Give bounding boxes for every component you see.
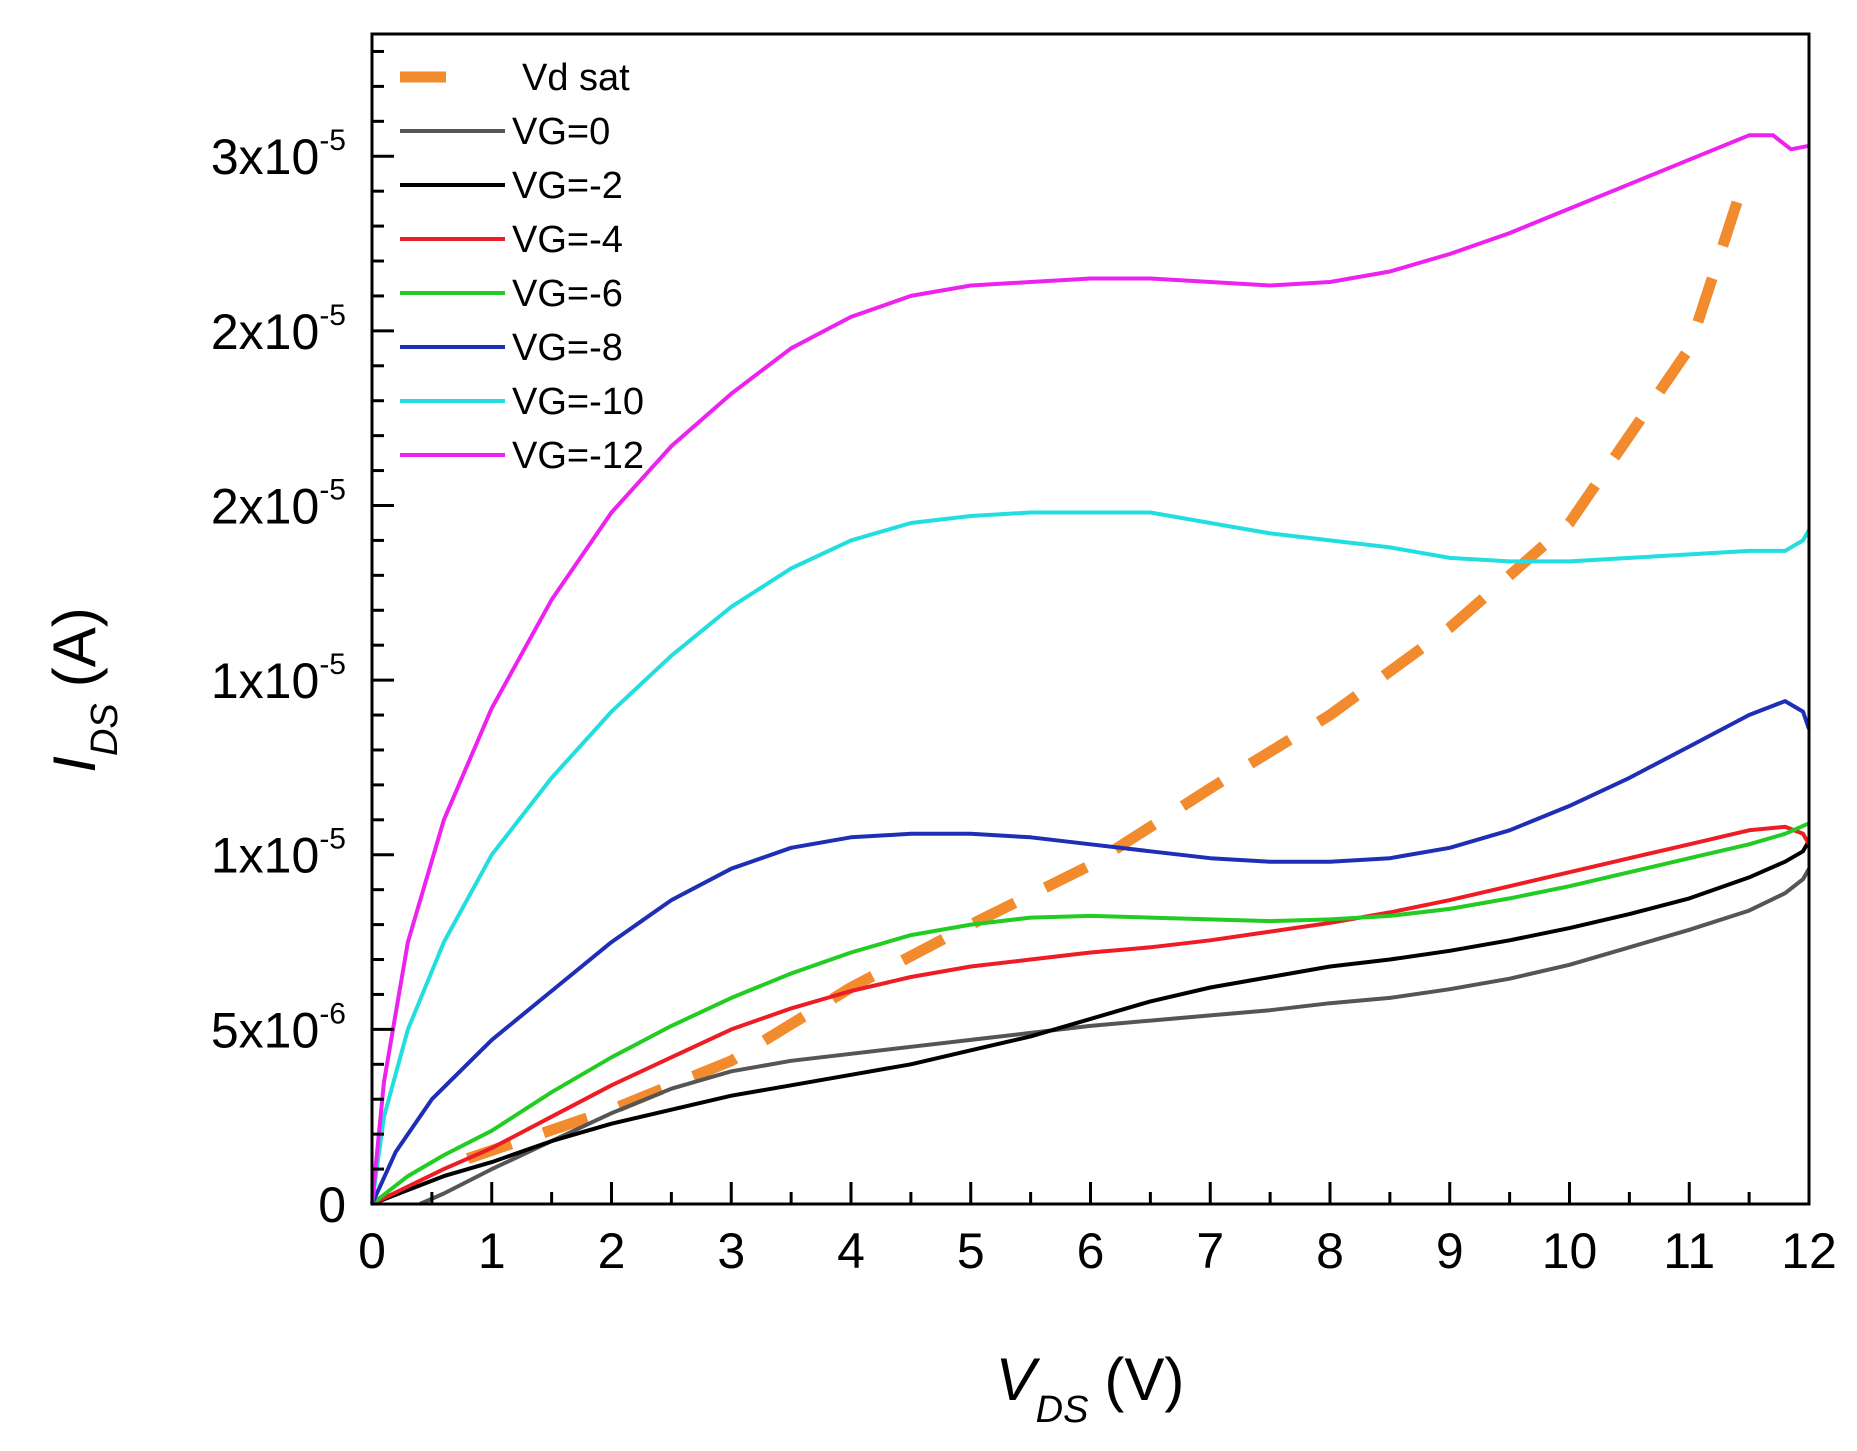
series-line-vg-10 xyxy=(370,510,1811,1205)
series-line-vg-6 xyxy=(370,821,1810,1206)
y-tick-label: 1x10-5 xyxy=(211,648,346,709)
series-line-vg-2 xyxy=(371,839,1811,1206)
y-tick-label: 2x10-5 xyxy=(211,299,346,360)
x-tick-label: 9 xyxy=(1436,1223,1464,1279)
legend: Vd sat VG=0 VG=-2 VG=-4 VG=-6 VG=-8 VG=-10 VG=-… xyxy=(400,57,644,477)
x-axis-title-subscript: DS xyxy=(1036,1389,1089,1431)
x-tick-label: 0 xyxy=(358,1223,386,1279)
x-axis-title-unit: (V) xyxy=(1104,1346,1184,1413)
y-axis-title-unit: (A) xyxy=(41,607,108,687)
y-tick-label: 5x10-6 xyxy=(211,997,346,1058)
legend-label-vg-6: VG=-6 xyxy=(512,273,623,315)
x-tick-label: 7 xyxy=(1196,1223,1224,1279)
legend-label-vg-10: VG=-10 xyxy=(512,381,644,423)
x-tick-label: 12 xyxy=(1781,1223,1837,1279)
y-axis-title: IDS (A) xyxy=(41,607,126,772)
x-tick-label: 3 xyxy=(717,1223,745,1279)
x-axis-title-main: V xyxy=(996,1346,1041,1413)
series-line-vg-8 xyxy=(370,699,1811,1205)
y-axis-title-main: I xyxy=(41,756,108,773)
legend-label-vg-2: VG=-2 xyxy=(512,165,623,207)
series-layer xyxy=(370,133,1811,1206)
legend-label-vg-0: VG=0 xyxy=(512,111,610,153)
series-line-vg-12 xyxy=(370,133,1810,1205)
y-axis-title-subscript: DS xyxy=(84,703,126,756)
legend-label-vg-8: VG=-8 xyxy=(512,327,623,369)
x-tick-label: 1 xyxy=(478,1223,506,1279)
y-tick-label: 2x10-5 xyxy=(211,473,346,534)
x-tick-label: 4 xyxy=(837,1223,865,1279)
x-tick-label: 2 xyxy=(598,1223,626,1279)
x-axis-title: VDS (V) xyxy=(996,1346,1185,1431)
axis-tick-labels: 0 1 2 3 4 5 6 7 8 9 10 11 1205x10-61x10-51x10-52x10-… xyxy=(211,124,1837,1279)
axis-ticks xyxy=(370,49,1811,1206)
legend-label-vd-sat: Vd sat xyxy=(522,57,630,99)
x-tick-label: 5 xyxy=(957,1223,985,1279)
x-tick-label: 8 xyxy=(1316,1223,1344,1279)
x-tick-label: 10 xyxy=(1542,1223,1598,1279)
x-tick-label: 6 xyxy=(1077,1223,1105,1279)
legend-label-vg-12: VG=-12 xyxy=(512,435,644,477)
x-tick-label: 11 xyxy=(1663,1223,1715,1279)
series-line-vg-0 xyxy=(419,867,1811,1206)
y-tick-label: 1x10-5 xyxy=(211,823,346,884)
series-line-vd-sat xyxy=(466,199,1743,1164)
legend-label-vg-4: VG=-4 xyxy=(512,219,623,261)
y-tick-label: 3x10-5 xyxy=(211,124,346,185)
y-tick-label: 0 xyxy=(318,1177,346,1233)
series-line-vg-4 xyxy=(371,824,1811,1206)
